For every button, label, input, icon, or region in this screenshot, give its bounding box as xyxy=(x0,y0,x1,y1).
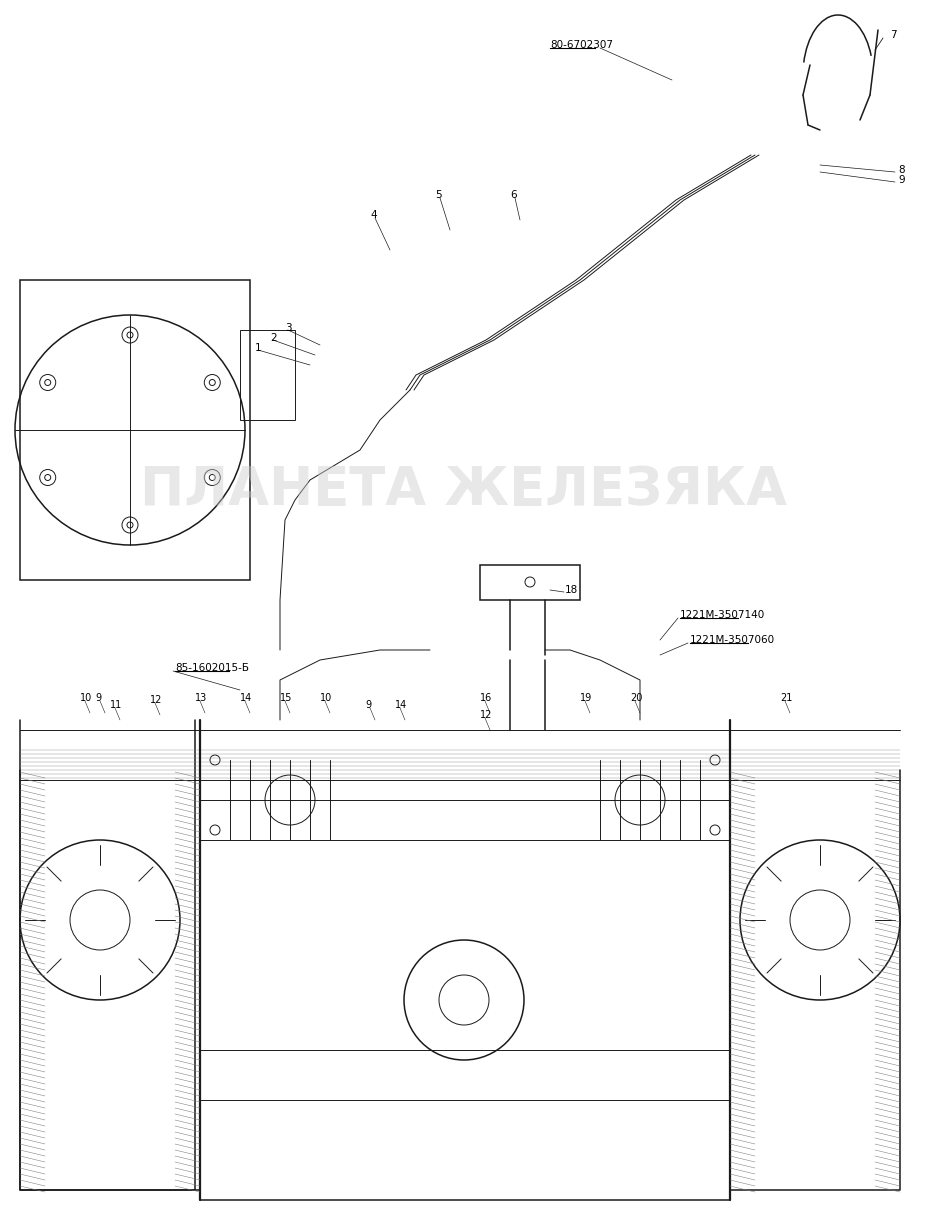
Bar xyxy=(479,566,579,599)
Text: 2: 2 xyxy=(270,333,276,343)
Text: 19: 19 xyxy=(579,693,591,704)
Text: 18: 18 xyxy=(565,585,578,595)
Text: 15: 15 xyxy=(280,693,292,704)
Text: 3: 3 xyxy=(285,323,291,333)
Text: 16: 16 xyxy=(479,693,491,704)
Text: 13: 13 xyxy=(195,693,207,704)
Text: 85-1602015-Б: 85-1602015-Б xyxy=(175,662,248,673)
Text: 1221М-3507060: 1221М-3507060 xyxy=(690,635,774,645)
Bar xyxy=(20,280,249,580)
Text: 10: 10 xyxy=(320,693,332,704)
Text: 1221М-3507140: 1221М-3507140 xyxy=(679,610,765,620)
Text: 5: 5 xyxy=(435,190,441,200)
Text: 6: 6 xyxy=(510,190,516,200)
Text: 11: 11 xyxy=(110,700,122,710)
Text: 21: 21 xyxy=(780,693,792,704)
Text: 14: 14 xyxy=(240,693,252,704)
Text: 9: 9 xyxy=(364,700,371,710)
Text: 12: 12 xyxy=(479,710,492,721)
Text: 12: 12 xyxy=(150,695,162,705)
Text: 9: 9 xyxy=(897,176,904,185)
Text: 80-6702307: 80-6702307 xyxy=(550,40,613,50)
Text: 1: 1 xyxy=(255,343,261,352)
Text: 20: 20 xyxy=(629,693,641,704)
Text: ПЛАНЕТА ЖЕЛЕЗЯКА: ПЛАНЕТА ЖЕЛЕЗЯКА xyxy=(140,464,787,516)
Text: 8: 8 xyxy=(897,165,904,176)
Bar xyxy=(240,331,295,420)
Text: 10: 10 xyxy=(80,693,92,704)
Text: 14: 14 xyxy=(395,700,407,710)
Text: 9: 9 xyxy=(95,693,101,704)
Text: 4: 4 xyxy=(370,210,376,220)
Text: 7: 7 xyxy=(889,30,895,40)
